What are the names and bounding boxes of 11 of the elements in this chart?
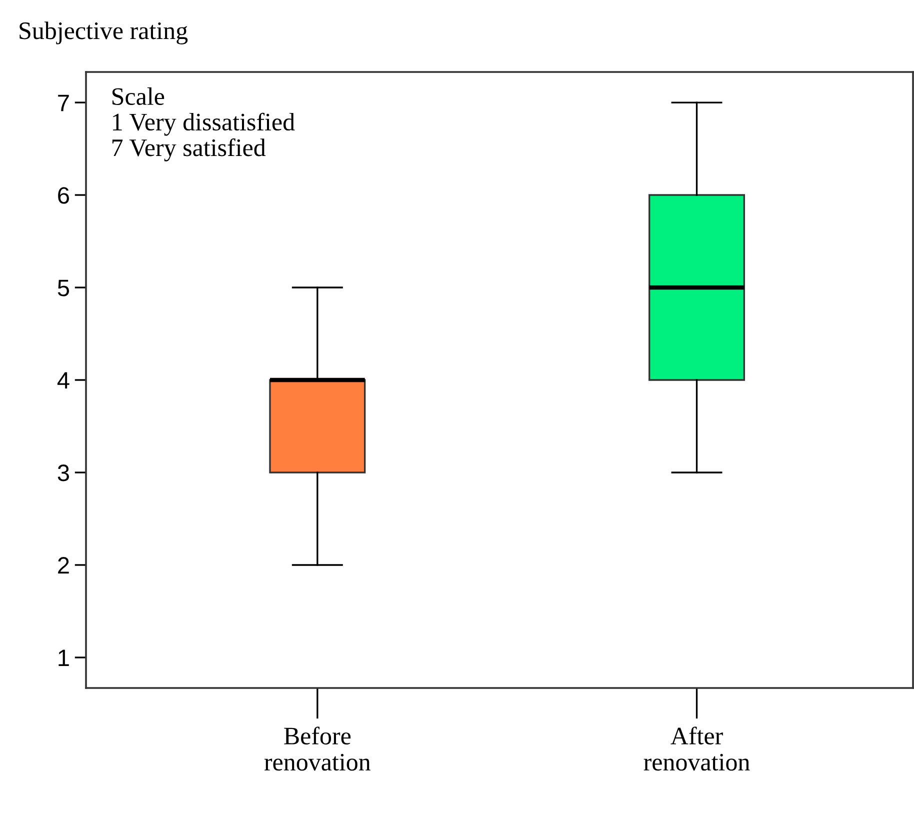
y-tick-label: 1 [58,650,69,666]
y-tick-label: 3 [58,464,69,482]
y-tick-label: 6 [58,187,69,204]
y-tick-label: 2 [58,557,69,574]
x-tick-label: After renovation [644,726,750,771]
y-tick-label: 5 [58,280,70,296]
y-tick-label: 4 [57,372,70,389]
annotation: Scale 1 Very dissatisfied 7 Very satisfied [112,87,295,162]
y-axis-title: Subjective rating [20,22,188,44]
x-tick-label: Before renovation [264,726,370,771]
y-tick-label: 7 [58,94,69,112]
